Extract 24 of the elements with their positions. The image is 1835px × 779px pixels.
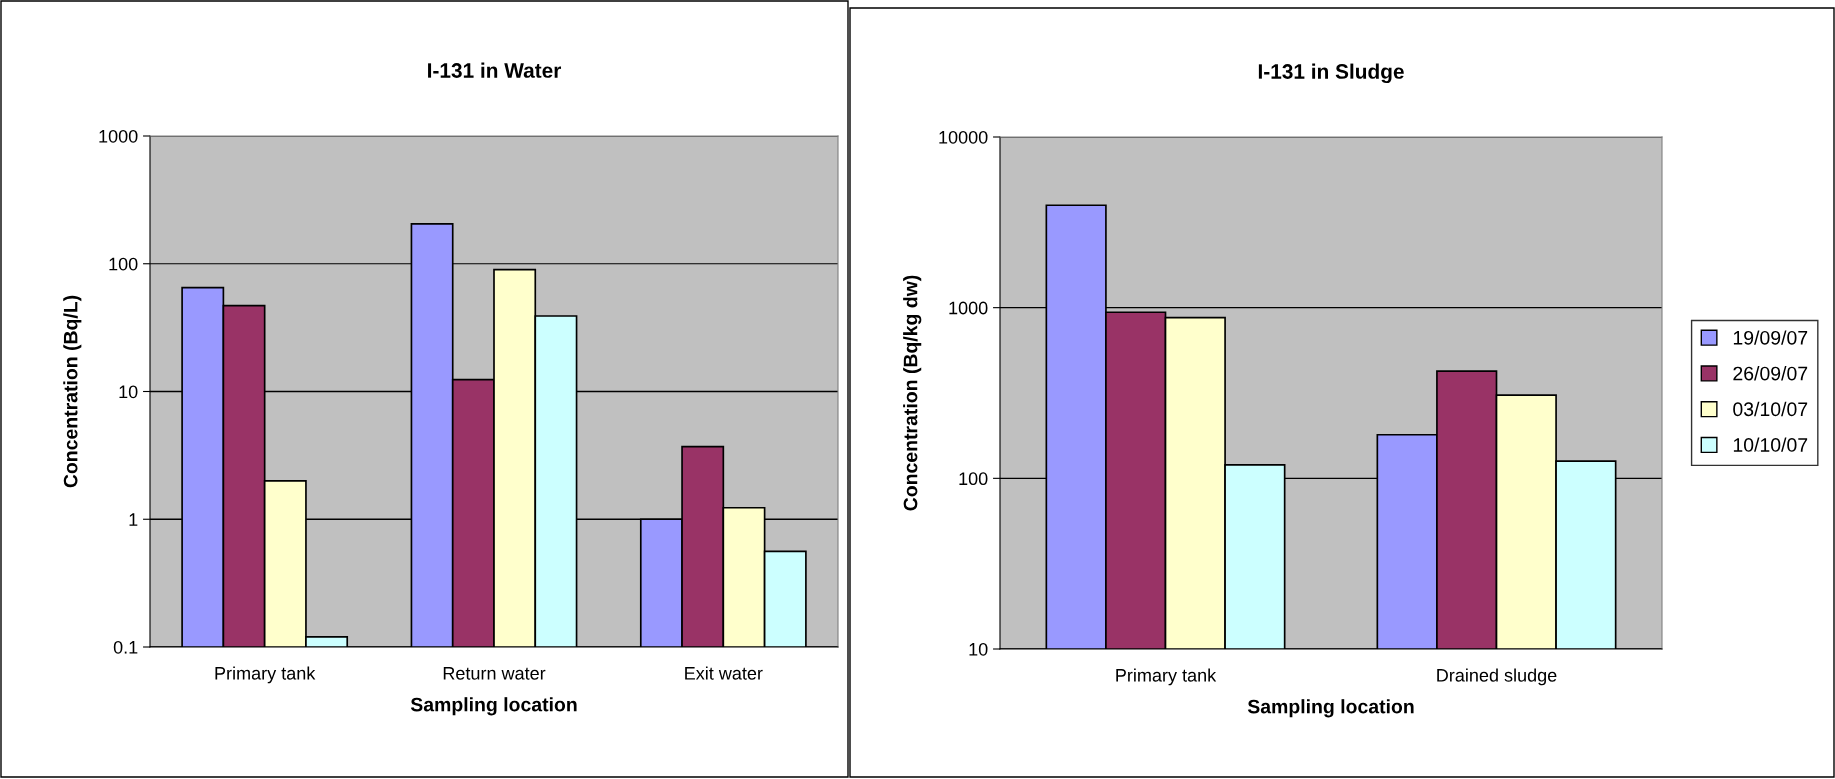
y-tick-label: 1000 <box>99 129 138 143</box>
x-axis-title: Sampling location <box>1247 699 1414 718</box>
x-axis-title: Sampling location <box>410 697 577 716</box>
x-tick-label: Primary tank <box>1116 668 1217 686</box>
y-tick-label: 10000 <box>939 130 988 144</box>
y-tick-label: 10 <box>969 642 988 656</box>
y-tick-label: 0.1 <box>113 640 138 654</box>
x-tick-label: Return water <box>443 667 546 680</box>
y-tick-label: 100 <box>109 257 138 271</box>
y-tick-label: 100 <box>959 472 988 486</box>
y-axis-title: Concentration (Bq/kg dw) <box>903 275 922 511</box>
x-tick-label: Exit water <box>685 666 763 680</box>
legend-label: 10/10/07 <box>1733 437 1808 452</box>
x-tick-label: Primary tank <box>215 666 316 684</box>
x-tick-label: Drained sludge <box>1437 668 1557 686</box>
legend-label: 03/10/07 <box>1733 401 1808 417</box>
chart-title: I-131 in Sludge <box>1258 63 1404 84</box>
y-tick-label: 1000 <box>949 301 988 315</box>
legend-label: 26/09/07 <box>1733 366 1808 381</box>
y-tick-label: 1 <box>129 513 138 526</box>
chart-title: I-131 in Water <box>428 62 562 78</box>
y-tick-label: 10 <box>119 385 138 399</box>
y-axis-title: Concentration (Bq/L) <box>63 295 82 488</box>
legend-label: 19/09/07 <box>1733 330 1808 345</box>
